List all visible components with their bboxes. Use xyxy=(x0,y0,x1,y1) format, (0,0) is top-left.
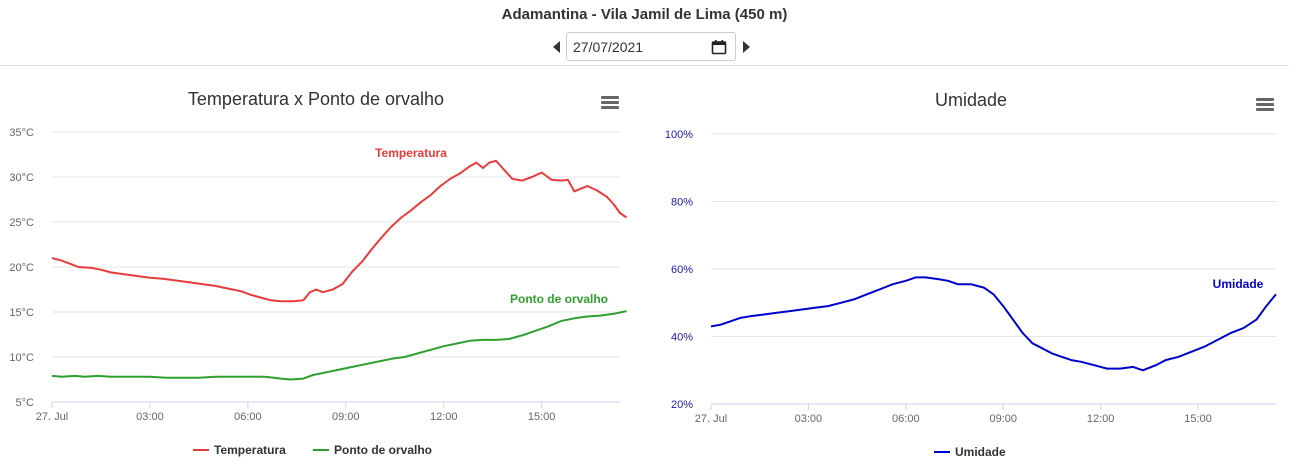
y-tick-label: 60% xyxy=(671,264,693,276)
y-tick-label: 80% xyxy=(671,197,693,209)
date-navigator: 27/07/2021 xyxy=(549,31,753,62)
station-title: Adamantina - Vila Jamil de Lima (450 m) xyxy=(501,6,788,23)
x-tick-label: 09:00 xyxy=(989,413,1017,425)
series-line xyxy=(710,276,1277,372)
x-tick-label: 15:00 xyxy=(1184,413,1212,425)
legend-item[interactable]: Temperatura xyxy=(193,443,286,457)
x-tick-label: 09:00 xyxy=(332,411,360,423)
series-end-label: Temperatura xyxy=(375,146,447,160)
series-end-label: Ponto de orvalho xyxy=(510,292,608,306)
y-tick-label: 30°C xyxy=(9,172,34,184)
x-tick-label: 06:00 xyxy=(234,411,262,423)
page-header: Adamantina - Vila Jamil de Lima (450 m) … xyxy=(0,0,1289,66)
legend-label: Temperatura xyxy=(214,443,286,457)
chart-menu-icon[interactable] xyxy=(601,94,619,111)
x-tick-label: 27. Jul xyxy=(695,413,727,425)
y-tick-label: 35°C xyxy=(9,127,34,139)
legend-label: Umidade xyxy=(955,445,1006,459)
x-tick-label: 03:00 xyxy=(136,411,164,423)
legend-item[interactable]: Ponto de orvalho xyxy=(313,443,432,457)
y-tick-label: 10°C xyxy=(9,352,34,364)
y-tick-label: 20°C xyxy=(9,262,34,274)
y-tick-label: 15°C xyxy=(9,307,34,319)
series-line xyxy=(51,310,627,381)
temperature-dewpoint-chart: Temperatura x Ponto de orvalho 5°C 10°C 15°… xyxy=(0,70,640,465)
chart-menu-icon[interactable] xyxy=(1256,96,1274,113)
next-day-button[interactable] xyxy=(739,37,753,57)
y-tick-label: 25°C xyxy=(9,217,34,229)
date-input[interactable]: 27/07/2021 xyxy=(566,32,736,61)
temperature-chart-svg: Temperatura x Ponto de orvalho 5°C 10°C 15°… xyxy=(9,89,628,457)
previous-day-button[interactable] xyxy=(549,37,563,57)
legend-item[interactable]: Umidade xyxy=(934,445,1006,459)
humidity-chart-svg: Umidade 20% 40% 60% 80% 100% 27. Jul 03:00 06:00… xyxy=(665,90,1277,459)
x-tick-label: 27. Jul xyxy=(36,411,68,423)
legend-label: Ponto de orvalho xyxy=(334,443,432,457)
chart-title: Umidade xyxy=(935,90,1007,110)
y-tick-label: 5°C xyxy=(16,397,35,409)
chart-title: Temperatura x Ponto de orvalho xyxy=(188,89,444,109)
date-value: 27/07/2021 xyxy=(573,38,644,55)
caret-right-icon xyxy=(742,40,750,53)
humidity-chart: Umidade 20% 40% 60% 80% 100% 27. Jul 03:00 06:00… xyxy=(645,70,1289,465)
x-tick-label: 03:00 xyxy=(795,413,823,425)
series-line xyxy=(51,159,628,303)
caret-left-icon xyxy=(552,40,560,53)
calendar-icon[interactable] xyxy=(711,39,727,55)
x-tick-label: 06:00 xyxy=(892,413,920,425)
x-tick-label: 15:00 xyxy=(528,411,556,423)
x-tick-label: 12:00 xyxy=(430,411,458,423)
y-tick-label: 40% xyxy=(671,332,693,344)
series-end-label: Umidade xyxy=(1213,277,1264,291)
y-tick-label: 100% xyxy=(665,129,693,141)
y-tick-label: 20% xyxy=(671,399,693,411)
x-tick-label: 12:00 xyxy=(1087,413,1115,425)
